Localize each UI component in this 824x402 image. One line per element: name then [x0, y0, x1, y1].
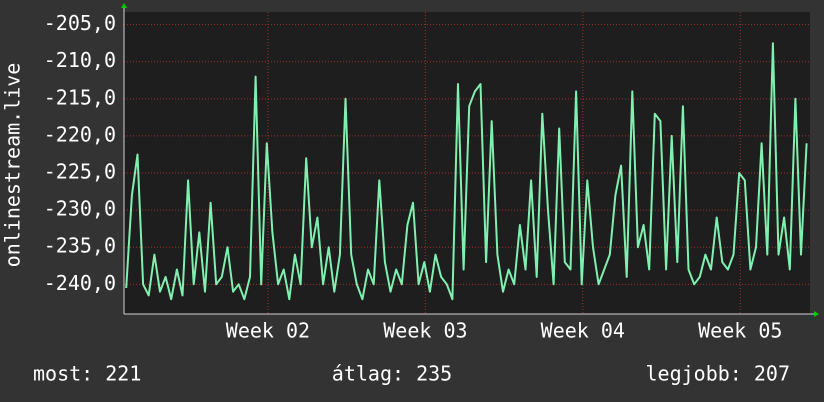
- x-tick-label: Week 05: [698, 319, 782, 343]
- axis-arrow: [814, 311, 819, 317]
- footer-best: legjobb: 207: [646, 362, 791, 386]
- y-tick-label: -230,0: [44, 197, 116, 221]
- footer-average: átlag: 235: [332, 362, 452, 386]
- y-tick-label: -225,0: [44, 160, 116, 184]
- y-tick-label: -215,0: [44, 85, 116, 109]
- y-tick-label: -240,0: [44, 271, 116, 295]
- y-tick-label: -220,0: [44, 122, 116, 146]
- y-axis-label: onlinestream.live: [1, 63, 25, 268]
- axis-arrow: [121, 3, 127, 8]
- x-tick-label: Week 02: [226, 319, 310, 343]
- footer-current: most: 221: [33, 362, 141, 386]
- data-line: [125, 42, 808, 301]
- y-tick-label: -210,0: [44, 48, 116, 72]
- y-tick-label: -205,0: [44, 11, 116, 35]
- x-tick-label: Week 03: [383, 319, 467, 343]
- x-tick-label: Week 04: [541, 319, 625, 343]
- y-tick-label: -235,0: [44, 234, 116, 258]
